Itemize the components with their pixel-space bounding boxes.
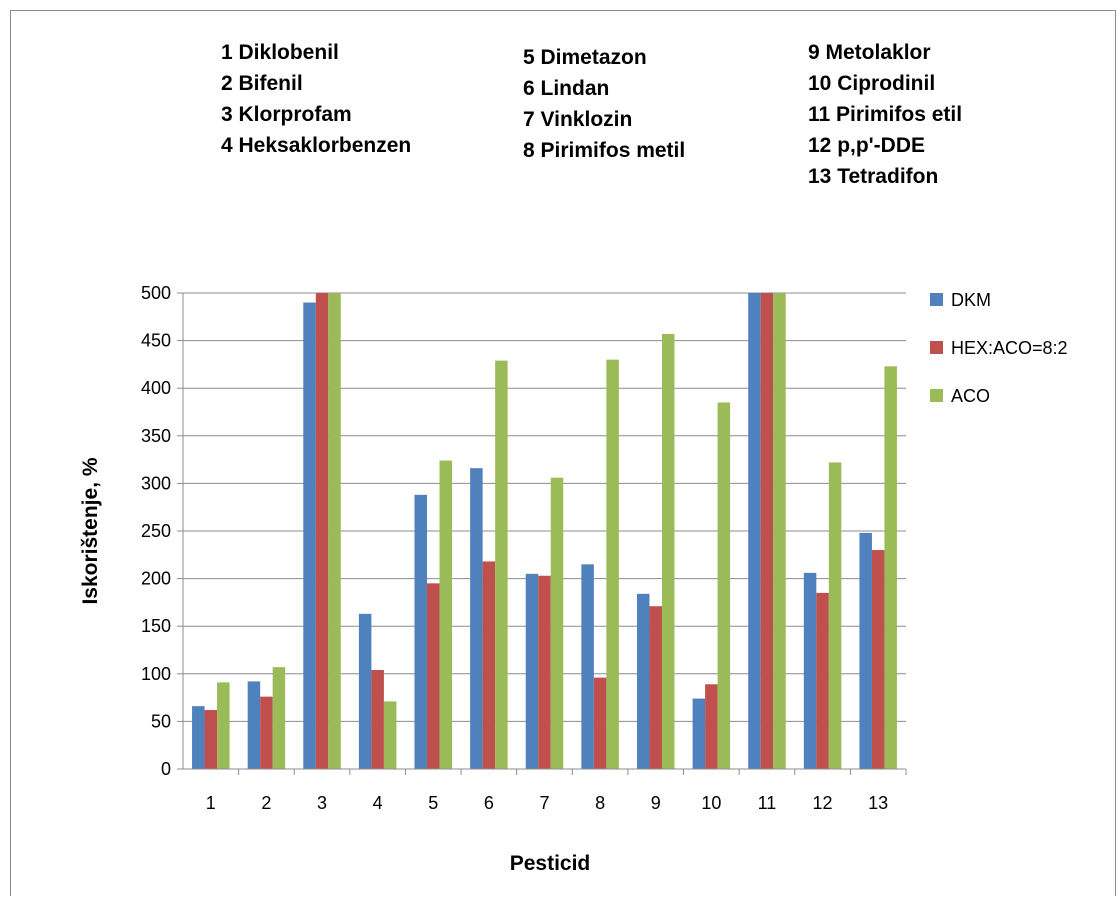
y-tick-label: 400 (141, 378, 171, 398)
legend: DKM HEX:ACO=8:2 ACO (930, 290, 1068, 406)
y-tick-label: 100 (141, 664, 171, 684)
pesticide-key-entry: 1 Diklobenil (221, 41, 339, 64)
bar-DKM-3 (303, 302, 316, 769)
legend-label: HEX:ACO=8:2 (951, 338, 1068, 358)
pesticide-key-column-3: 9 Metolaklor 10 Ciprodinil 11 Pirimifos … (808, 37, 962, 192)
bar-DKM-6 (470, 468, 483, 769)
bar-ACO-12 (828, 462, 842, 769)
bar-HEX:ACO=8:2-13 (871, 550, 885, 769)
bar-ACO-2 (272, 667, 286, 769)
y-axis-title: Iskorištenje, % (79, 457, 102, 604)
bar-ACO-9 (661, 333, 675, 769)
y-axis-ticks: 0 50 100 150 200 250 300 350 400 450 500 (141, 283, 184, 779)
pesticide-key-entry: 6 Lindan (523, 77, 610, 100)
y-tick-label: 350 (141, 426, 171, 446)
x-axis-ticks: 1 2 3 4 5 6 7 8 9 10 11 12 13 (206, 769, 907, 813)
pesticide-key-column-2: 5 Dimetazon 6 Lindan 7 Vinklozin 8 Pirim… (523, 42, 685, 166)
y-tick-label: 250 (141, 521, 171, 541)
bar-ACO-11 (773, 293, 786, 769)
y-tick-label: 0 (161, 759, 171, 779)
bar-HEX:ACO=8:2-6 (482, 561, 496, 769)
x-tick-label: 12 (813, 793, 833, 813)
bar-ACO-4 (383, 701, 397, 769)
x-tick-label: 8 (595, 793, 605, 813)
bar-ACO-7 (550, 477, 564, 769)
bar-ACO-8 (606, 359, 619, 769)
bar-HEX:ACO=8:2-2 (260, 696, 273, 769)
bar-HEX:ACO=8:2-5 (427, 583, 440, 769)
legend-label: DKM (951, 290, 991, 310)
legend-swatch (930, 293, 943, 306)
y-tick-label: 50 (151, 711, 171, 731)
bar-DKM-12 (803, 572, 817, 769)
bar-DKM-8 (581, 564, 594, 769)
bar-HEX:ACO=8:2-1 (204, 709, 218, 769)
x-tick-label: 3 (317, 793, 327, 813)
x-tick-label: 6 (484, 793, 494, 813)
pesticide-key-entry: 8 Pirimifos metil (523, 139, 686, 162)
pesticide-key-entry: 10 Ciprodinil (808, 72, 936, 95)
y-tick-label: 500 (141, 283, 171, 303)
bar-ACO-1 (217, 682, 230, 769)
bar-HEX:ACO=8:2-7 (538, 575, 551, 769)
x-tick-label: 11 (758, 793, 777, 813)
bar-HEX:ACO=8:2-10 (705, 684, 718, 769)
bars (192, 293, 897, 769)
legend-swatch (930, 341, 943, 354)
bar-DKM-4 (358, 613, 372, 769)
chart-frame (10, 10, 1116, 896)
x-tick-label: 1 (206, 793, 216, 813)
x-tick-label: 9 (651, 793, 661, 813)
pesticide-key-entry: 11 Pirimifos etil (808, 103, 963, 126)
x-tick-label: 5 (428, 793, 438, 813)
pesticide-key-entry: 2 Bifenil (221, 72, 303, 95)
bar-DKM-13 (859, 532, 872, 769)
x-tick-label: 4 (373, 793, 383, 813)
y-tick-label: 200 (141, 569, 171, 589)
bar-DKM-2 (247, 681, 261, 769)
y-tick-label: 150 (141, 616, 171, 636)
y-tick-label: 450 (141, 331, 171, 351)
x-tick-label: 10 (701, 793, 721, 813)
bar-DKM-11 (748, 293, 761, 769)
bar-HEX:ACO=8:2-3 (315, 293, 329, 769)
bar-ACO-6 (495, 360, 508, 769)
x-tick-label: 2 (261, 793, 271, 813)
bar-ACO-3 (328, 293, 341, 769)
pesticide-key-column-1: 1 Diklobenil 2 Bifenil 3 Klorprofam 4 He… (221, 37, 411, 161)
bar-DKM-7 (525, 573, 539, 769)
bar-HEX:ACO=8:2-4 (371, 669, 384, 769)
pesticide-key-entry: 13 Tetradifon (808, 165, 939, 188)
x-tick-label: 13 (868, 793, 888, 813)
bar-DKM-10 (692, 698, 706, 769)
pesticide-key-entry: 5 Dimetazon (523, 46, 647, 69)
bar-ACO-5 (439, 460, 453, 769)
pesticide-key-entry: 7 Vinklozin (523, 108, 633, 131)
pesticide-key-entry: 4 Heksaklorbenzen (221, 134, 412, 157)
legend-swatch (930, 389, 943, 402)
bar-HEX:ACO=8:2-11 (760, 293, 774, 769)
pesticide-key-entry: 3 Klorprofam (221, 103, 352, 126)
pesticide-key-entry: 9 Metolaklor (808, 41, 931, 64)
bar-HEX:ACO=8:2-8 (593, 677, 607, 769)
x-axis-title: Pesticid (510, 852, 591, 875)
pesticide-key-entry: 12 p,p'-DDE (808, 134, 926, 157)
bar-HEX:ACO=8:2-9 (649, 606, 662, 769)
bar-ACO-13 (884, 366, 897, 769)
bar-DKM-5 (414, 494, 428, 769)
bar-DKM-1 (192, 706, 205, 769)
y-tick-label: 300 (141, 473, 171, 493)
bar-HEX:ACO=8:2-12 (816, 592, 829, 769)
bar-DKM-9 (636, 593, 650, 769)
bar-ACO-10 (717, 402, 731, 769)
legend-label: ACO (951, 386, 990, 406)
x-tick-label: 7 (539, 793, 549, 813)
